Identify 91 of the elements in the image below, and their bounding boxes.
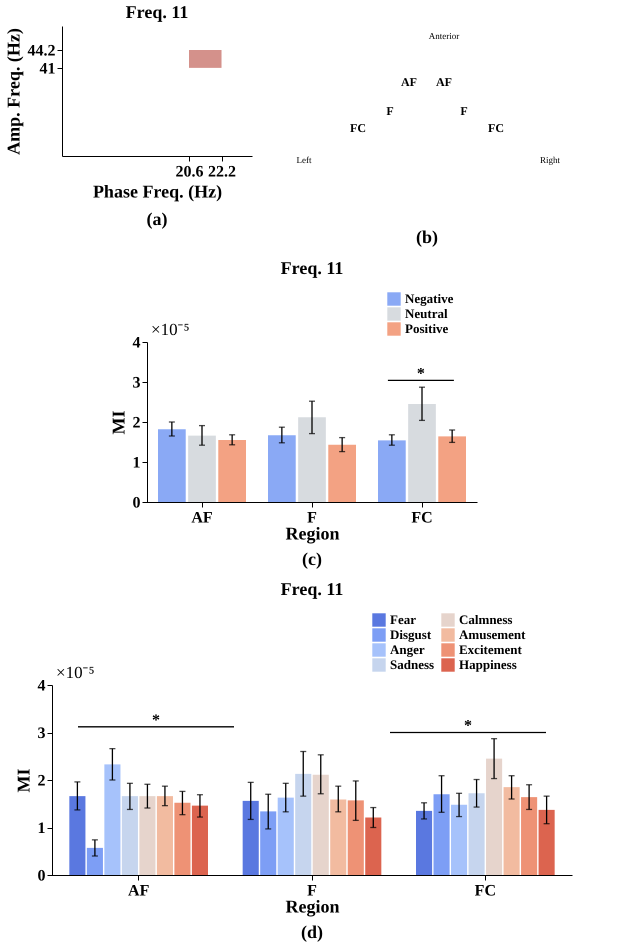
bar — [330, 799, 346, 875]
bar — [156, 796, 173, 875]
legend-label: Anger — [390, 642, 425, 657]
bar — [192, 806, 208, 875]
bar — [538, 810, 555, 875]
legend-label: Negative — [405, 291, 454, 306]
annotation: * — [416, 365, 425, 382]
y-tick-label: 0 — [38, 868, 46, 884]
bar — [521, 797, 538, 875]
x-axis-title: Region — [286, 896, 340, 916]
bar — [438, 436, 466, 502]
bar — [104, 764, 120, 875]
text: AF — [401, 75, 417, 89]
bar — [298, 417, 326, 502]
text: F — [386, 104, 394, 118]
bar — [174, 802, 190, 875]
bar — [188, 436, 216, 502]
bar — [158, 429, 186, 502]
bar — [86, 848, 103, 875]
y-tick-label: 4 — [132, 334, 140, 352]
bar — [69, 796, 86, 875]
y-axis-title: Amp. Freq. (Hz) — [4, 28, 24, 155]
y-tick-label: 0 — [132, 494, 140, 512]
text: Anterior — [428, 31, 460, 41]
bar — [451, 804, 468, 875]
x-tick-label: 20.6 — [176, 164, 204, 180]
text: (d) — [301, 922, 324, 942]
text: (b) — [416, 227, 438, 247]
text: AF — [436, 75, 452, 89]
legend-label: Sadness — [390, 657, 434, 672]
y-axis-title: MI — [108, 410, 128, 434]
bar — [504, 787, 520, 875]
annotation: * — [152, 712, 160, 729]
bar — [468, 793, 485, 875]
y-tick-label: 44.2 — [28, 42, 56, 60]
y-tick-label: 1 — [132, 454, 140, 472]
annotation: * — [464, 718, 472, 734]
text: Left — [296, 155, 312, 165]
y-tick-label: 4 — [38, 678, 46, 694]
text: FC — [350, 121, 366, 135]
text: FC — [488, 121, 504, 135]
bar — [434, 794, 450, 875]
bar — [328, 444, 356, 502]
text: Right — [540, 155, 560, 165]
legend-label: Amusement — [459, 627, 526, 642]
bar — [408, 404, 436, 502]
bar — [278, 798, 294, 875]
x-axis-title: Phase Freq. (Hz) — [92, 182, 222, 202]
y-tick-label: 1 — [38, 820, 46, 837]
bar — [268, 435, 296, 502]
text: ×10⁻⁵ — [151, 320, 190, 339]
bar — [365, 818, 382, 875]
text: (a) — [146, 209, 168, 229]
bar — [139, 796, 156, 875]
y-tick-label: 3 — [132, 374, 140, 392]
legend-label: Calmness — [459, 612, 512, 627]
bar — [242, 800, 259, 875]
bar — [295, 774, 312, 875]
legend-label: Positive — [405, 321, 449, 336]
bar — [416, 810, 432, 875]
text: ×10⁻⁵ — [56, 663, 95, 682]
x-tick-label: FC — [411, 510, 433, 526]
bar — [260, 811, 276, 875]
y-axis-title: MI — [14, 768, 34, 792]
bar — [218, 440, 246, 502]
x-axis-title: Region — [286, 524, 340, 544]
legend-label: Disgust — [390, 627, 432, 642]
legend-label: Neutral — [405, 306, 448, 321]
y-tick-label: 3 — [38, 725, 46, 742]
chart-title: Freq. 11 — [280, 579, 344, 599]
x-tick-label: F — [307, 510, 318, 526]
legend-label: Happiness — [459, 657, 517, 672]
x-tick-label: AF — [191, 510, 213, 526]
y-tick-label: 2 — [38, 772, 46, 790]
x-tick-label: 22.2 — [208, 164, 236, 180]
bar — [348, 800, 364, 875]
bar — [122, 796, 138, 875]
legend-label: Fear — [390, 612, 416, 627]
chart-title: Freq. 11 — [126, 2, 188, 22]
text: F — [460, 104, 468, 118]
legend-label: Excitement — [459, 642, 522, 657]
bar — [312, 774, 329, 875]
y-tick-label: 2 — [132, 414, 140, 432]
y-tick-label: 41 — [40, 60, 56, 78]
x-tick-label: F — [307, 882, 318, 900]
bar — [486, 758, 502, 875]
x-tick-label: FC — [474, 882, 496, 900]
x-tick-label: AF — [128, 882, 150, 900]
bar — [378, 440, 406, 502]
chart-title: Freq. 11 — [280, 258, 344, 278]
text: (c) — [302, 549, 322, 569]
